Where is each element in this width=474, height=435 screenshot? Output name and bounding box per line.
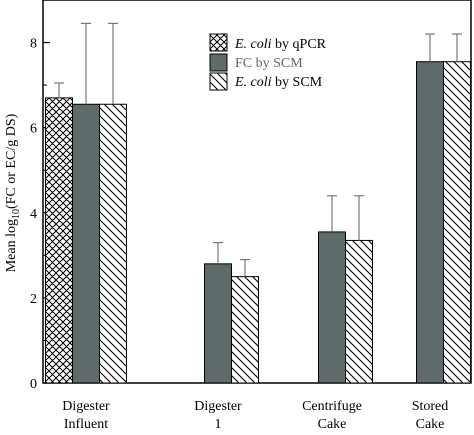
x-tick-label-line2: Cake: [318, 417, 347, 430]
legend-label-qpcr-rest: by qPCR: [272, 37, 327, 52]
bars: [45, 22, 471, 384]
legend-swatch-fc-scm: [209, 53, 228, 72]
bar-series1-cat3: [416, 61, 444, 384]
y-axis-title-suffix: (FC or EC/g DS): [4, 113, 19, 209]
y-axis-title: Mean log10(FC or EC/g DS): [4, 113, 22, 272]
bar-series1-cat2: [318, 231, 346, 384]
bar-series2-cat1: [231, 276, 259, 384]
x-tick-label-line1: Centrifuge: [302, 399, 362, 414]
y-tick-label: 8: [30, 37, 37, 52]
bar-series1-cat1: [204, 263, 232, 384]
y-tick-label: 4: [30, 207, 37, 222]
y-tick-label: 0: [30, 377, 37, 392]
axes: 0 2 4 6 8 Digester Influent Digester 1 Centrifuge…: [30, 0, 449, 432]
bar-series2-cat2: [345, 239, 373, 384]
legend-label-qpcr-italic: E. coli: [234, 37, 272, 52]
legend-swatch-ecoli-scm: [209, 72, 228, 91]
legend-label-ecoli-scm-rest: by SCM: [272, 75, 323, 90]
bar-series1-cat0: [72, 103, 100, 384]
legend-label-fc-scm-text: FC by SCM: [235, 56, 303, 71]
y-tick-label: 2: [30, 292, 37, 307]
x-tick-label-line1: Digester: [62, 399, 110, 414]
y-tick-label: 6: [30, 122, 37, 137]
x-tick-label-line2: Cake: [416, 417, 445, 430]
x-tick-label-line2: 1: [215, 417, 222, 430]
legend: E. coli by qPCR FC by SCM E. coli by SCM: [209, 33, 327, 91]
x-tick-label-line1: Digester: [194, 399, 242, 414]
legend-label-fc-scm: FC by SCM: [235, 56, 303, 71]
bar-series2-cat0: [99, 103, 127, 384]
bar-series0-cat0: [45, 97, 73, 384]
legend-swatch-qpcr: [209, 33, 228, 52]
y-axis-title-subscript: 10: [11, 209, 22, 219]
bar-series2-cat3: [443, 61, 471, 384]
y-axis-title-prefix: Mean log: [4, 219, 19, 272]
legend-label-ecoli-scm-italic: E. coli: [234, 75, 272, 90]
legend-label-ecoli-scm: E. coli by SCM: [234, 75, 323, 90]
x-tick-label-line1: Stored: [412, 399, 449, 414]
x-tick-label-line2: Influent: [64, 417, 108, 430]
legend-label-qpcr: E. coli by qPCR: [234, 37, 327, 52]
